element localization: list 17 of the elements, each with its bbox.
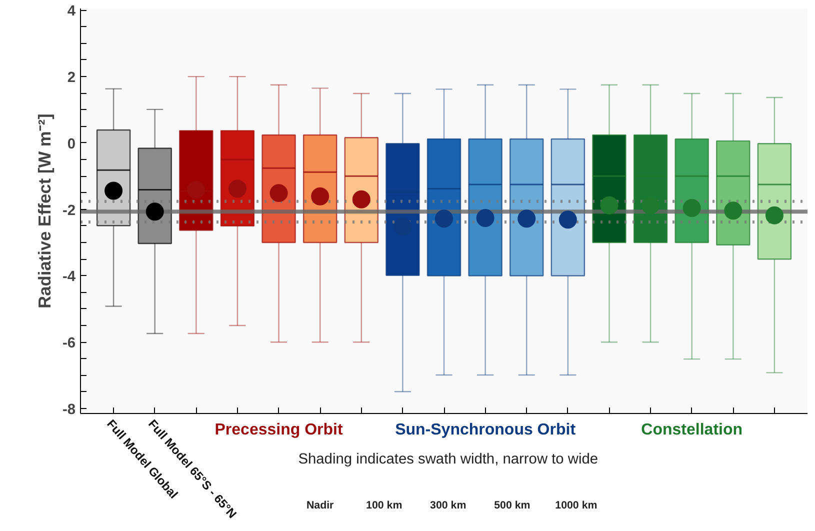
text: Nadir: [306, 500, 334, 512]
y-tick-label: -8: [62, 402, 76, 418]
text: Sun-Synchronous Orbit: [395, 422, 576, 438]
y-tick-label: -6: [62, 336, 76, 352]
text: 500 km: [494, 500, 530, 512]
y-tick-label: 0: [67, 136, 76, 152]
text: 300 km: [430, 500, 466, 512]
y-tick-label: 4: [67, 4, 76, 20]
text: Precessing Orbit: [214, 422, 344, 438]
text: Constellation: [641, 422, 743, 438]
text: Shading indicates swath width, narrow to wide: [298, 452, 598, 468]
text: 1000 km: [555, 500, 598, 512]
y-tick-label: -2: [62, 202, 76, 219]
y-tick-label: 2: [67, 70, 76, 86]
y-axis-title: Radiative Effect [W m⁻²]: [34, 114, 54, 308]
y-tick-label: -4: [62, 269, 76, 286]
text: 100 km: [366, 500, 402, 512]
